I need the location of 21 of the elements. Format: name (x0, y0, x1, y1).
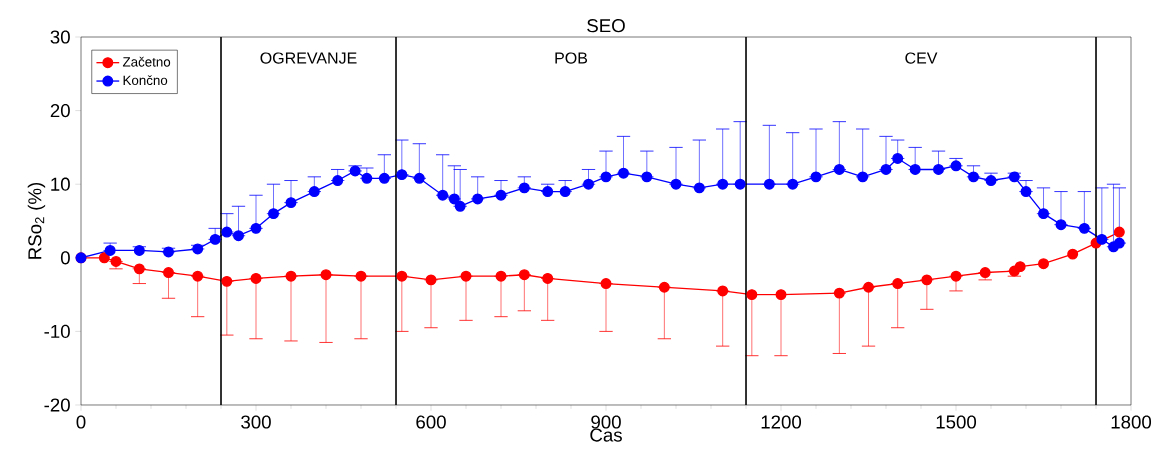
y-axis-title: RSo$_{2}$ (%) (27, 182, 46, 259)
y-tick-label: 20 (50, 103, 70, 118)
x-tick-label: 1200 (761, 415, 802, 429)
y-tick-label: 30 (50, 30, 70, 44)
x-tick-label: 1800 (1111, 415, 1152, 429)
x-tick-label: 600 (416, 415, 446, 429)
legend-label: Začetno (122, 56, 171, 67)
annotation: POB (555, 52, 588, 64)
legend-label: Končno (123, 75, 168, 86)
x-tick-label: 300 (241, 415, 271, 429)
y-tick-label: 10 (51, 177, 70, 191)
y-tick-label: -10 (44, 324, 70, 339)
x-tick-label: 0 (76, 415, 86, 429)
x-axis-title: Cas (590, 428, 622, 442)
x-tick-label: 1500 (936, 415, 977, 429)
chart-title: SEO (587, 19, 625, 33)
annotation: CEV (905, 52, 938, 64)
y-tick-label: -20 (44, 398, 70, 412)
y-tick-label: 0 (60, 251, 70, 265)
annotation: OGREVANJE (260, 52, 357, 64)
x-tick-label: 900 (591, 415, 621, 429)
